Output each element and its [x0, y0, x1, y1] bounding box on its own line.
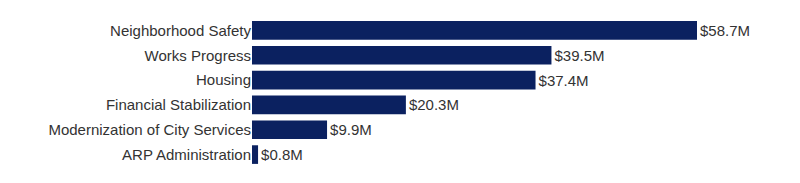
svg-text:$37.4M: $37.4M [539, 72, 589, 89]
svg-text:Financial Stabilization: Financial Stabilization [106, 96, 251, 113]
svg-text:$0.8M: $0.8M [261, 146, 303, 163]
svg-text:$9.9M: $9.9M [330, 121, 372, 138]
svg-text:ARP Administration: ARP Administration [122, 146, 251, 163]
svg-text:$39.5M: $39.5M [554, 47, 604, 64]
svg-text:Works Progress: Works Progress [145, 47, 251, 64]
svg-text:Neighborhood Safety: Neighborhood Safety [110, 22, 251, 39]
svg-text:Modernization of City Services: Modernization of City Services [48, 121, 251, 138]
svg-text:Housing: Housing [196, 71, 251, 88]
svg-text:$58.7M: $58.7M [700, 22, 750, 39]
svg-text:$20.3M: $20.3M [409, 96, 459, 113]
